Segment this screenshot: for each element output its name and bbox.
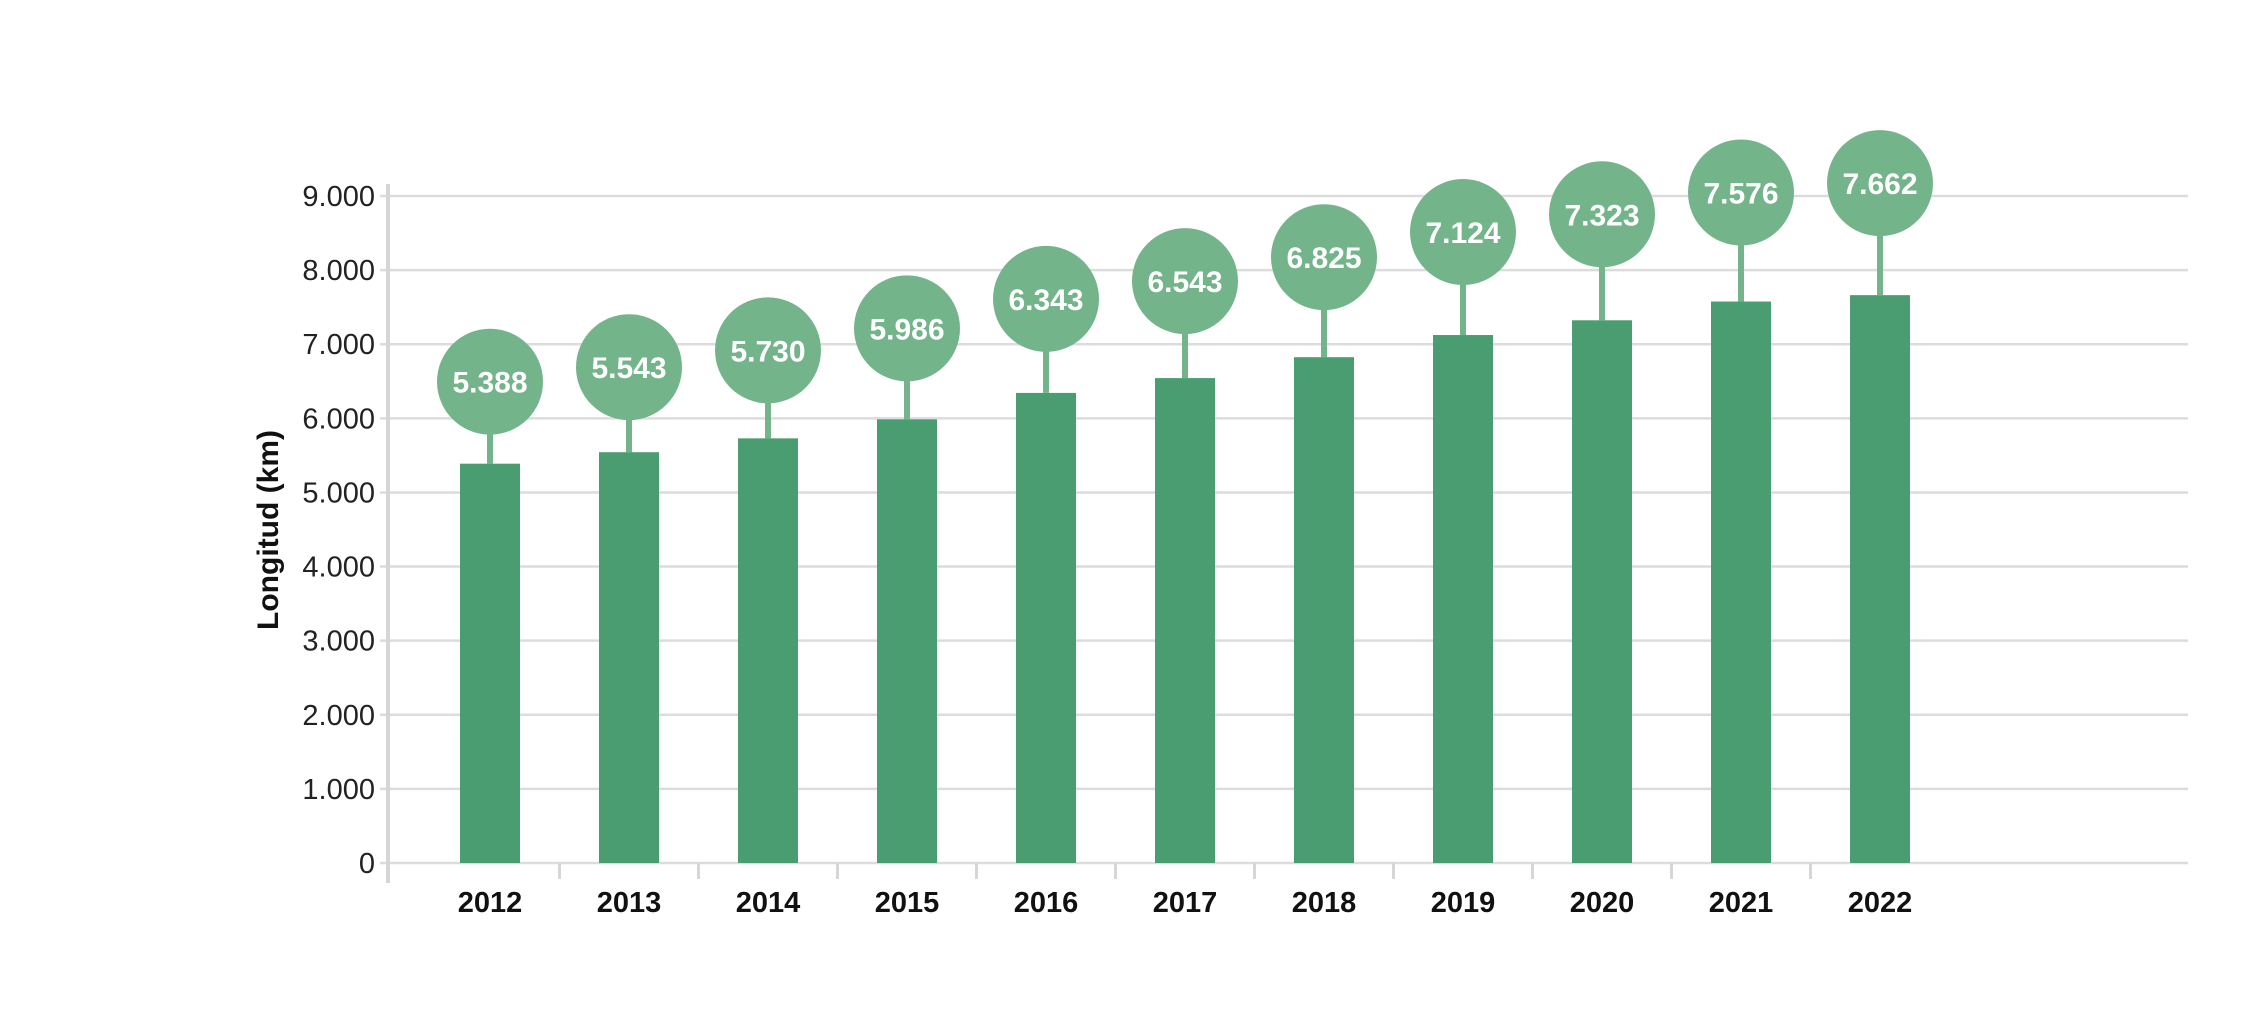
x-tick-label: 2019 bbox=[1431, 887, 1496, 919]
data-label: 7.662 bbox=[1842, 168, 1917, 201]
x-tick-label: 2018 bbox=[1292, 887, 1357, 919]
value-bubble bbox=[1827, 130, 1933, 237]
x-tick-label: 2015 bbox=[875, 887, 940, 919]
bar-2022 bbox=[1850, 295, 1910, 864]
data-label: 6.543 bbox=[1147, 266, 1222, 299]
value-bubble bbox=[715, 297, 821, 404]
x-axis-ticks: 2012 2013 2014 2015 2016 2017 2018 2019 2020 2021… bbox=[458, 863, 1913, 919]
value-bubble bbox=[1549, 161, 1655, 268]
value-bubble bbox=[1271, 204, 1377, 311]
y-tick-label: 3.000 bbox=[302, 626, 375, 658]
bar-2019 bbox=[1433, 335, 1493, 863]
data-label: 7.323 bbox=[1564, 199, 1639, 232]
y-tick-label: 8.000 bbox=[302, 255, 375, 287]
y-axis-ticks: 0 1.000 2.000 3.000 4.000 5.000 6.000 7.000 8.00… bbox=[302, 181, 375, 880]
bars: 5.388 5.543 5.730 5.986 6.343 6.543 6.825 7.124… bbox=[437, 130, 1933, 864]
bar-2012 bbox=[460, 463, 520, 863]
bar-2020 bbox=[1572, 320, 1632, 864]
y-tick-label: 9.000 bbox=[302, 181, 375, 213]
y-tick-label: 2.000 bbox=[302, 700, 375, 732]
y-tick-label: 1.000 bbox=[302, 774, 375, 806]
x-tick-label: 2020 bbox=[1570, 887, 1635, 919]
bar-2018 bbox=[1294, 357, 1354, 863]
bar-2014 bbox=[738, 438, 798, 863]
value-bubble bbox=[1410, 179, 1516, 286]
value-bubble bbox=[1688, 139, 1794, 246]
value-bubble bbox=[993, 245, 1099, 352]
x-tick-label: 2014 bbox=[736, 887, 801, 919]
x-tick-label: 2021 bbox=[1709, 887, 1774, 919]
x-tick-label: 2012 bbox=[458, 887, 523, 919]
data-label: 7.576 bbox=[1703, 178, 1778, 211]
value-bubble bbox=[1132, 228, 1238, 335]
y-axis-label: Longitud (km) bbox=[252, 430, 285, 630]
data-label: 6.825 bbox=[1286, 242, 1361, 275]
y-tick-label: 4.000 bbox=[302, 552, 375, 584]
data-label: 6.343 bbox=[1008, 284, 1083, 317]
bar-2016 bbox=[1016, 392, 1076, 863]
value-bubble bbox=[576, 314, 682, 421]
x-tick-label: 2016 bbox=[1014, 887, 1079, 919]
y-tick-label: 0 bbox=[359, 848, 375, 880]
value-bubble bbox=[437, 328, 543, 435]
data-label: 5.986 bbox=[869, 313, 944, 346]
bar-2013 bbox=[599, 452, 659, 863]
y-tick-label: 5.000 bbox=[302, 477, 375, 509]
data-label: 5.388 bbox=[452, 367, 527, 400]
x-tick-label: 2013 bbox=[597, 887, 662, 919]
x-tick-label: 2017 bbox=[1153, 887, 1218, 919]
data-label: 7.124 bbox=[1425, 217, 1500, 250]
data-label: 5.543 bbox=[591, 352, 666, 385]
y-tick-label: 6.000 bbox=[302, 403, 375, 435]
value-bubble bbox=[854, 275, 960, 382]
bar-2015 bbox=[877, 419, 937, 863]
x-tick-label: 2022 bbox=[1848, 887, 1913, 919]
bar-2021 bbox=[1711, 301, 1771, 864]
y-tick-label: 7.000 bbox=[302, 329, 375, 361]
data-label: 5.730 bbox=[730, 335, 805, 368]
bar-2017 bbox=[1155, 378, 1215, 863]
